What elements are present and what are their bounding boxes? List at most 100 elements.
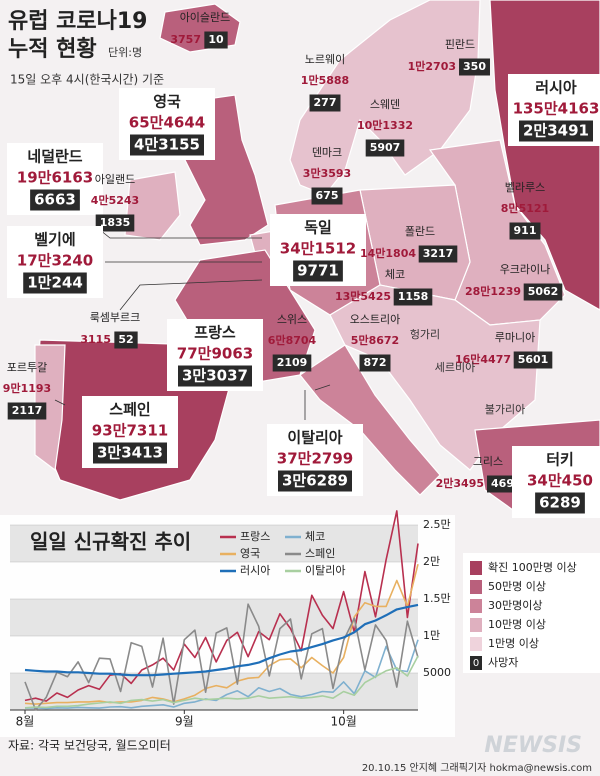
place-name: 헝가리	[410, 328, 440, 341]
country-name: 스웨덴	[370, 98, 400, 111]
death-count: 3만3037	[182, 367, 248, 385]
country-label: 폴란드 14만1804 3217	[360, 225, 458, 263]
case-count: 34만450	[527, 472, 593, 490]
x-tick-label: 9월	[175, 715, 194, 729]
case-count: 65만4644	[129, 114, 205, 132]
death-group: 52	[114, 331, 138, 349]
death-count: 277	[314, 96, 337, 109]
death-group: 350	[459, 58, 490, 76]
death-count: 1158	[398, 290, 429, 303]
legend-label: 50만명 이상	[488, 580, 546, 593]
country-label: 벨기에 17만3240 1만244	[7, 226, 103, 298]
legend-label: 이탈리아	[305, 564, 345, 577]
country-name: 우크라이나	[500, 263, 551, 276]
death-box	[309, 94, 341, 112]
country-label: 노르웨이 1만5888 277	[301, 53, 349, 112]
case-count: 1만2703	[408, 59, 456, 73]
country-name: 폴란드	[405, 225, 435, 238]
death-box	[30, 189, 80, 211]
leader-lines	[54, 229, 331, 420]
death-count: 350	[463, 60, 486, 73]
case-count: 6만8704	[268, 333, 317, 347]
death-box	[523, 283, 563, 301]
country-label: 프랑스 77만9063 3만3037	[167, 319, 263, 391]
country-label: 독일 34만1512 9771	[270, 214, 366, 286]
country-label: 러시아 135만4163 2만3491	[508, 74, 600, 146]
case-count: 4만5243	[91, 193, 139, 207]
death-count: 675	[316, 189, 339, 202]
death-group: 10	[204, 31, 228, 49]
death-box	[509, 222, 541, 240]
death-box	[204, 31, 228, 49]
death-count: 469	[491, 477, 514, 490]
x-tick-label: 8월	[16, 715, 35, 729]
source: 자료: 각국 보건당국, 월드오미터	[8, 739, 171, 753]
death-box	[93, 442, 167, 464]
country-label: 아이슬란드 3757 10	[170, 11, 230, 49]
death-count: 2만3491	[523, 122, 589, 140]
death-box	[293, 260, 343, 282]
case-count: 93만7311	[92, 422, 168, 440]
country-label: 네덜란드 19만6163 6663	[7, 143, 103, 215]
legend-label: 스페인	[305, 547, 335, 560]
legend-label: 영국	[240, 547, 260, 560]
country-name: 루마니아	[495, 331, 535, 344]
case-count: 2만3495	[436, 476, 484, 490]
death-group: 3217	[418, 245, 458, 263]
case-count: 3115	[80, 333, 111, 346]
country-labels: 아이슬란드 3757 10 노르웨이 1만5888 277 핀란드 1만2703 350 러시아 1…	[3, 11, 600, 518]
death-box	[487, 475, 518, 493]
country-name: 독일	[304, 219, 332, 237]
y-tick-label: 5000	[423, 666, 451, 679]
death-count: 9771	[297, 262, 339, 280]
unit: 단위:명	[108, 46, 142, 59]
death-box	[519, 120, 593, 142]
case-count: 37만2799	[277, 450, 353, 468]
death-box	[393, 288, 433, 306]
death-count: 3만3413	[97, 444, 163, 462]
death-count: 3217	[423, 247, 454, 260]
country-name: 덴마크	[312, 146, 342, 159]
death-count: 911	[514, 224, 537, 237]
country-name: 체코	[385, 268, 405, 281]
death-box	[95, 214, 135, 232]
death-count: 872	[364, 356, 387, 369]
title: 누적 현황	[8, 37, 97, 62]
death-count: 5062	[528, 285, 559, 298]
subtitle: 15일 오후 4시(한국시간) 기준	[10, 73, 164, 87]
case-count: 5만8672	[351, 333, 399, 347]
case-count: 1만5888	[301, 73, 349, 87]
death-box	[130, 134, 204, 156]
legend-death-marker: 0	[473, 658, 479, 669]
place-name: 세르비아	[435, 361, 475, 374]
logo: NEWSIS	[484, 733, 582, 758]
case-count: 3757	[170, 33, 201, 46]
legend-label: 10만명 이상	[488, 618, 546, 631]
death-box	[178, 365, 252, 387]
case-count: 17만3240	[17, 252, 93, 270]
country-name: 노르웨이	[305, 53, 345, 66]
death-count: 52	[118, 333, 133, 346]
leader-line	[119, 279, 263, 311]
case-count: 8만5121	[501, 201, 549, 215]
grid-band	[10, 673, 418, 710]
case-count: 10만1332	[357, 118, 413, 132]
death-box	[459, 58, 490, 76]
country-label: 체코 13만5425 1158	[335, 268, 433, 306]
y-tick-label: 1만	[423, 629, 440, 642]
country-label: 영국 65만4644 4만3155	[119, 88, 215, 160]
death-count: 2117	[12, 404, 43, 417]
country-name: 벨라루스	[505, 181, 545, 194]
death-count: 6289	[539, 494, 581, 512]
death-box	[114, 331, 138, 349]
legend-label: 체코	[305, 530, 325, 543]
country-name: 포르투갈	[7, 360, 47, 374]
legend-swatch	[470, 580, 482, 594]
legend-swatch	[470, 618, 482, 632]
country-name: 스페인	[109, 401, 150, 419]
leader-line	[99, 229, 262, 239]
death-count: 1835	[100, 216, 131, 229]
death-box	[278, 470, 352, 492]
country-name: 그리스	[473, 455, 503, 468]
